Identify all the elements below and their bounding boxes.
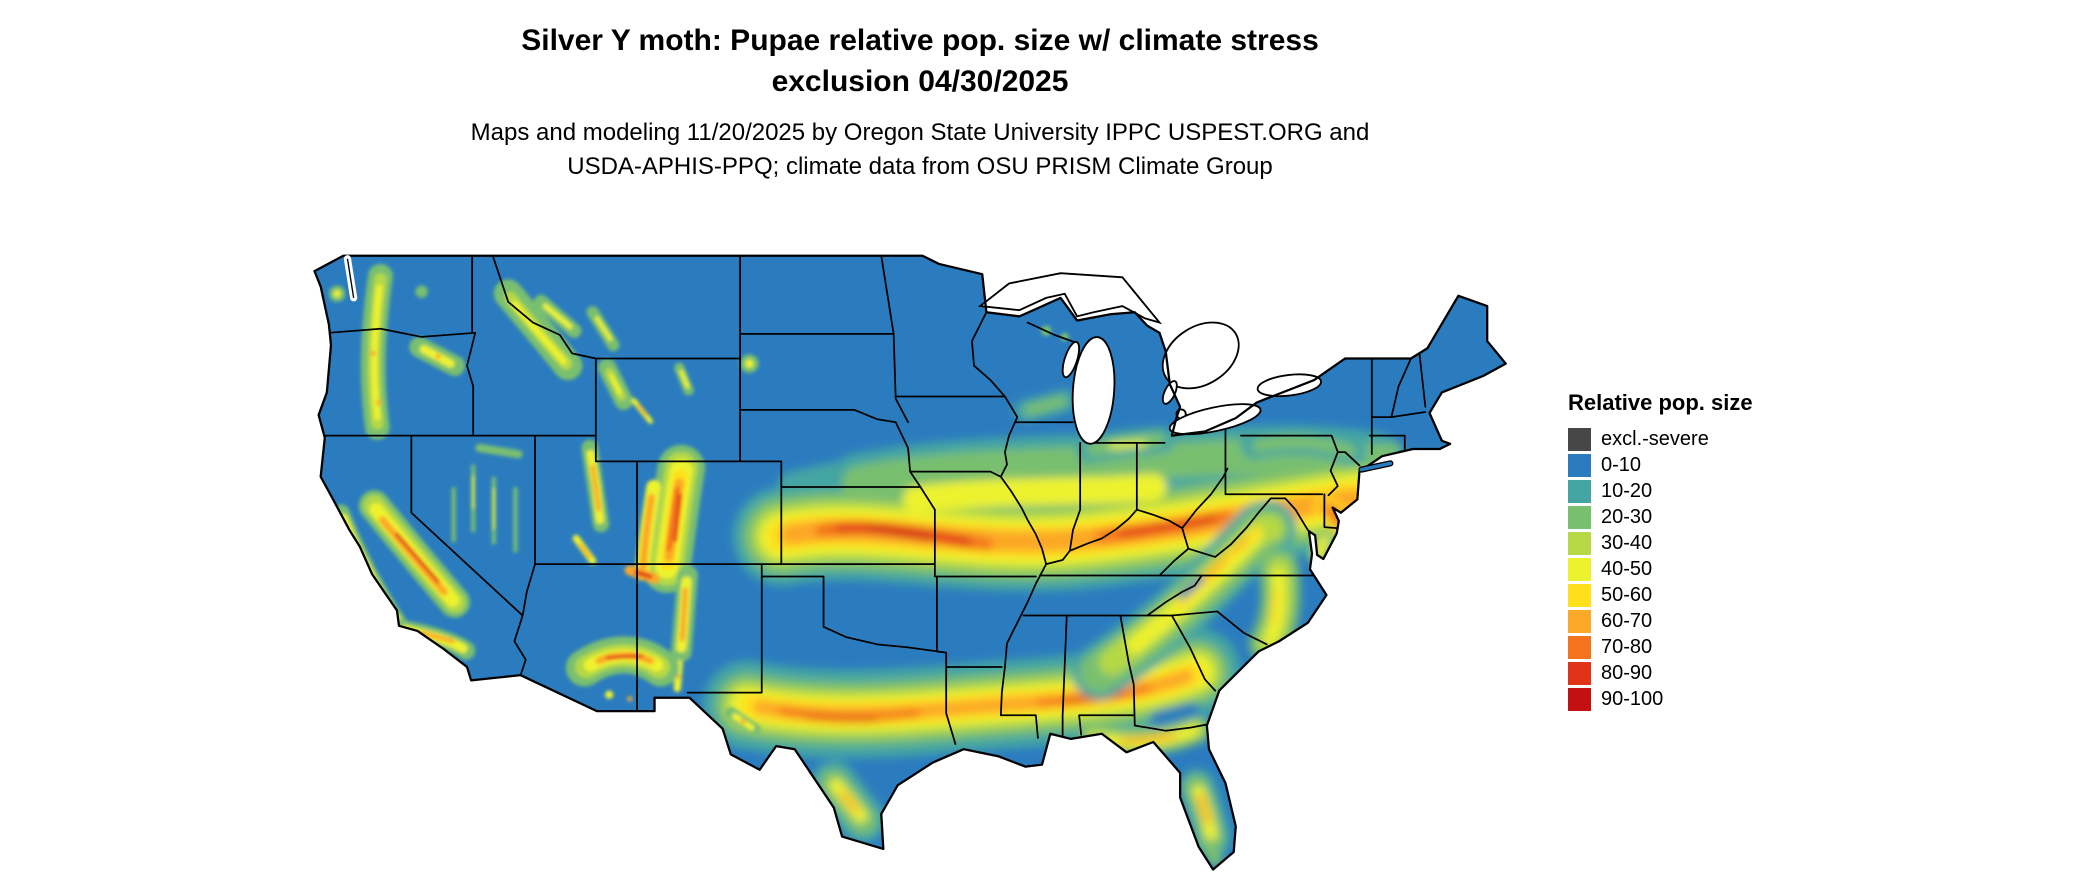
figure-titles: Silver Y moth: Pupae relative pop. size … xyxy=(280,20,1560,184)
map-title-line2: exclusion 04/30/2025 xyxy=(771,65,1069,98)
legend-label: 30-40 xyxy=(1601,531,1653,554)
legend-item: 40-50 xyxy=(1568,556,1753,582)
legend-item: excl.-severe xyxy=(1568,426,1753,452)
lake-huron xyxy=(1161,321,1240,390)
legend-swatch-10-20 xyxy=(1568,479,1591,503)
long-island xyxy=(1358,460,1394,473)
legend-label: 90-100 xyxy=(1601,687,1664,710)
great-lakes xyxy=(977,272,1323,445)
map-subtitle-line2: USDA-APHIS-PPQ; climate data from OSU PR… xyxy=(567,153,1273,180)
legend-label: 70-80 xyxy=(1601,635,1653,658)
legend-swatch-80-90 xyxy=(1568,661,1591,685)
legend-swatch-60-70 xyxy=(1568,609,1591,633)
legend-label: 80-90 xyxy=(1601,661,1653,684)
legend-swatch-30-40 xyxy=(1568,531,1591,555)
legend-item: 60-70 xyxy=(1568,608,1753,634)
legend-label: 20-30 xyxy=(1601,505,1653,528)
population-raster xyxy=(328,263,1409,867)
legend-item: 20-30 xyxy=(1568,504,1753,530)
legend-item: 80-90 xyxy=(1568,660,1753,686)
legend-item: 0-10 xyxy=(1568,452,1753,478)
legend-item: 90-100 xyxy=(1568,686,1753,712)
legend-item: 10-20 xyxy=(1568,478,1753,504)
state-borders xyxy=(317,255,1427,745)
legend-label: 50-60 xyxy=(1601,583,1653,606)
lake-superior xyxy=(977,272,1163,325)
puget-sound xyxy=(343,255,358,302)
legend-item: 50-60 xyxy=(1568,582,1753,608)
legend-label: 40-50 xyxy=(1601,557,1653,580)
legend-title: Relative pop. size xyxy=(1568,390,1753,415)
us-map xyxy=(298,230,1514,888)
legend-item: 30-40 xyxy=(1568,530,1753,556)
legend-label: excl.-severe xyxy=(1601,427,1709,450)
green-bay xyxy=(1061,340,1081,379)
lake-michigan xyxy=(1071,336,1116,445)
us-border-outline xyxy=(313,254,1507,871)
legend-label: 10-20 xyxy=(1601,479,1653,502)
legend: Relative pop. size excl.-severe 0-10 10-… xyxy=(1568,390,1753,712)
legend-swatch-40-50 xyxy=(1568,557,1591,581)
map-subtitle: Maps and modeling 11/20/2025 by Oregon S… xyxy=(280,116,1560,184)
legend-label: 0-10 xyxy=(1601,453,1642,476)
map-title-line1: Silver Y moth: Pupae relative pop. size … xyxy=(521,24,1319,57)
lake-erie xyxy=(1168,403,1262,436)
map-subtitle-line1: Maps and modeling 11/20/2025 by Oregon S… xyxy=(470,119,1370,146)
legend-swatch-70-80 xyxy=(1568,635,1591,659)
legend-swatch-excl-severe xyxy=(1568,427,1591,451)
lake-ontario xyxy=(1256,373,1323,398)
legend-swatch-90-100 xyxy=(1568,687,1591,711)
legend-swatch-0-10 xyxy=(1568,453,1591,477)
legend-swatch-20-30 xyxy=(1568,505,1591,529)
legend-swatch-50-60 xyxy=(1568,583,1591,607)
legend-label: 60-70 xyxy=(1601,609,1653,632)
legend-item: 70-80 xyxy=(1568,634,1753,660)
us-map-svg xyxy=(313,254,1507,871)
